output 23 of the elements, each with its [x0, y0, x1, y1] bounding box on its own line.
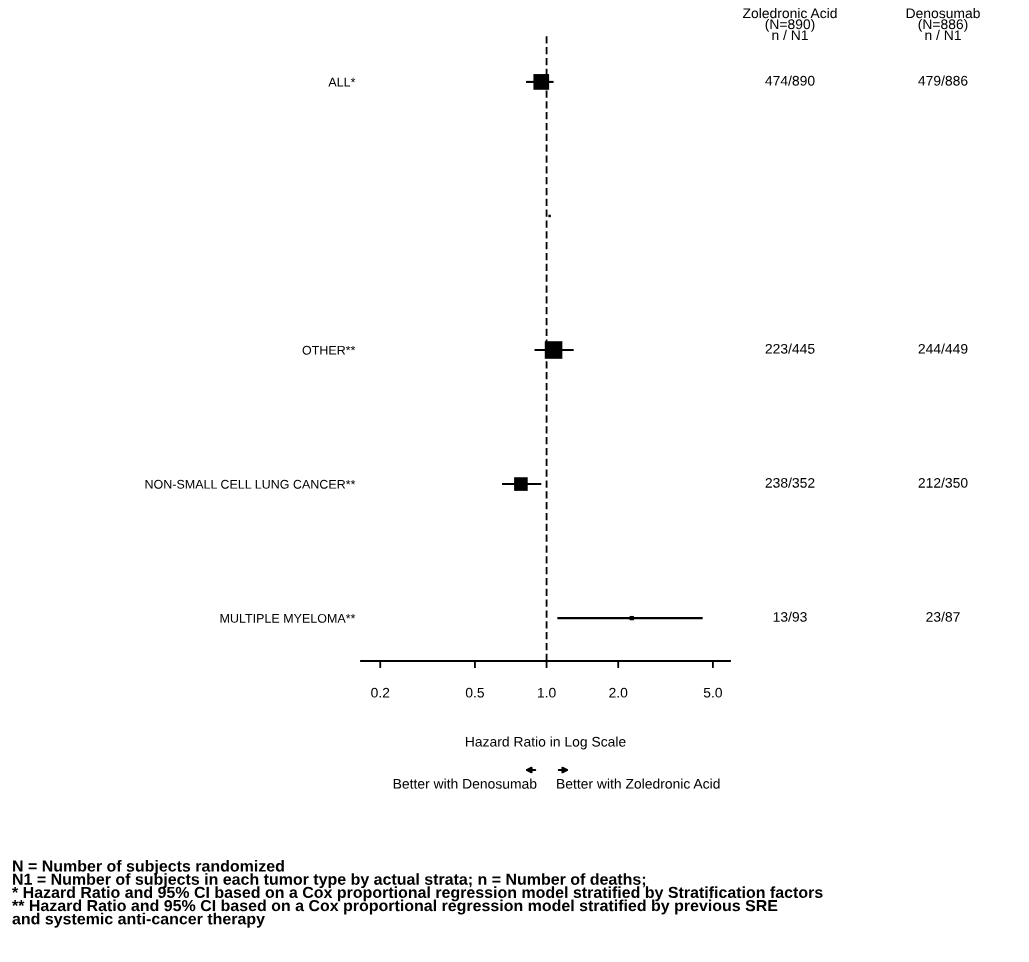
- x-tick-label: 1.0: [537, 687, 556, 698]
- y-tick-label: OTHER**: [302, 345, 356, 355]
- x-tick-label: 2.0: [609, 687, 628, 698]
- text: Better with Zoledronic Acid: [557, 778, 720, 789]
- text: 474/890: [765, 75, 815, 86]
- x-tick-label: 0.5: [465, 687, 485, 698]
- y-tick-label: MULTIPLE MYELOMA**: [220, 613, 356, 623]
- x-tick-label: 0.2: [371, 687, 390, 698]
- text: Zoledronic Acid (N=890) n / N1: [742, 8, 837, 41]
- y-tick-label: NON-SMALL CELL LUNG CANCER**: [145, 479, 356, 489]
- text: N = Number of subjects randomized N1 = Number of subjects in each tumor type by actual strata; n = Number of deaths; * Hazard Ratio and 95% CI based on a Cox proportional regression model stratified by Stratification factors ** Hazard Ratio and 95% CI based on a Cox proportional regression model stratified by previous SRE and systemic anti-cancer therapy: [12, 860, 823, 928]
- text: 238/352: [765, 477, 815, 488]
- x-axis-title: Hazard Ratio in Log Scale: [465, 736, 626, 750]
- text: Better with Denosumab: [393, 778, 537, 789]
- text: 479/886: [918, 75, 968, 86]
- text: 244/449: [918, 343, 968, 354]
- y-tick-label: ALL*: [328, 77, 356, 87]
- text: 13/93: [773, 611, 807, 622]
- text: Denosumab (N=886) n / N1: [906, 8, 980, 41]
- text: 23/87: [926, 611, 960, 622]
- x-tick-label: 5.0: [703, 687, 723, 698]
- text: 212/350: [918, 477, 968, 488]
- text: 223/445: [765, 343, 815, 354]
